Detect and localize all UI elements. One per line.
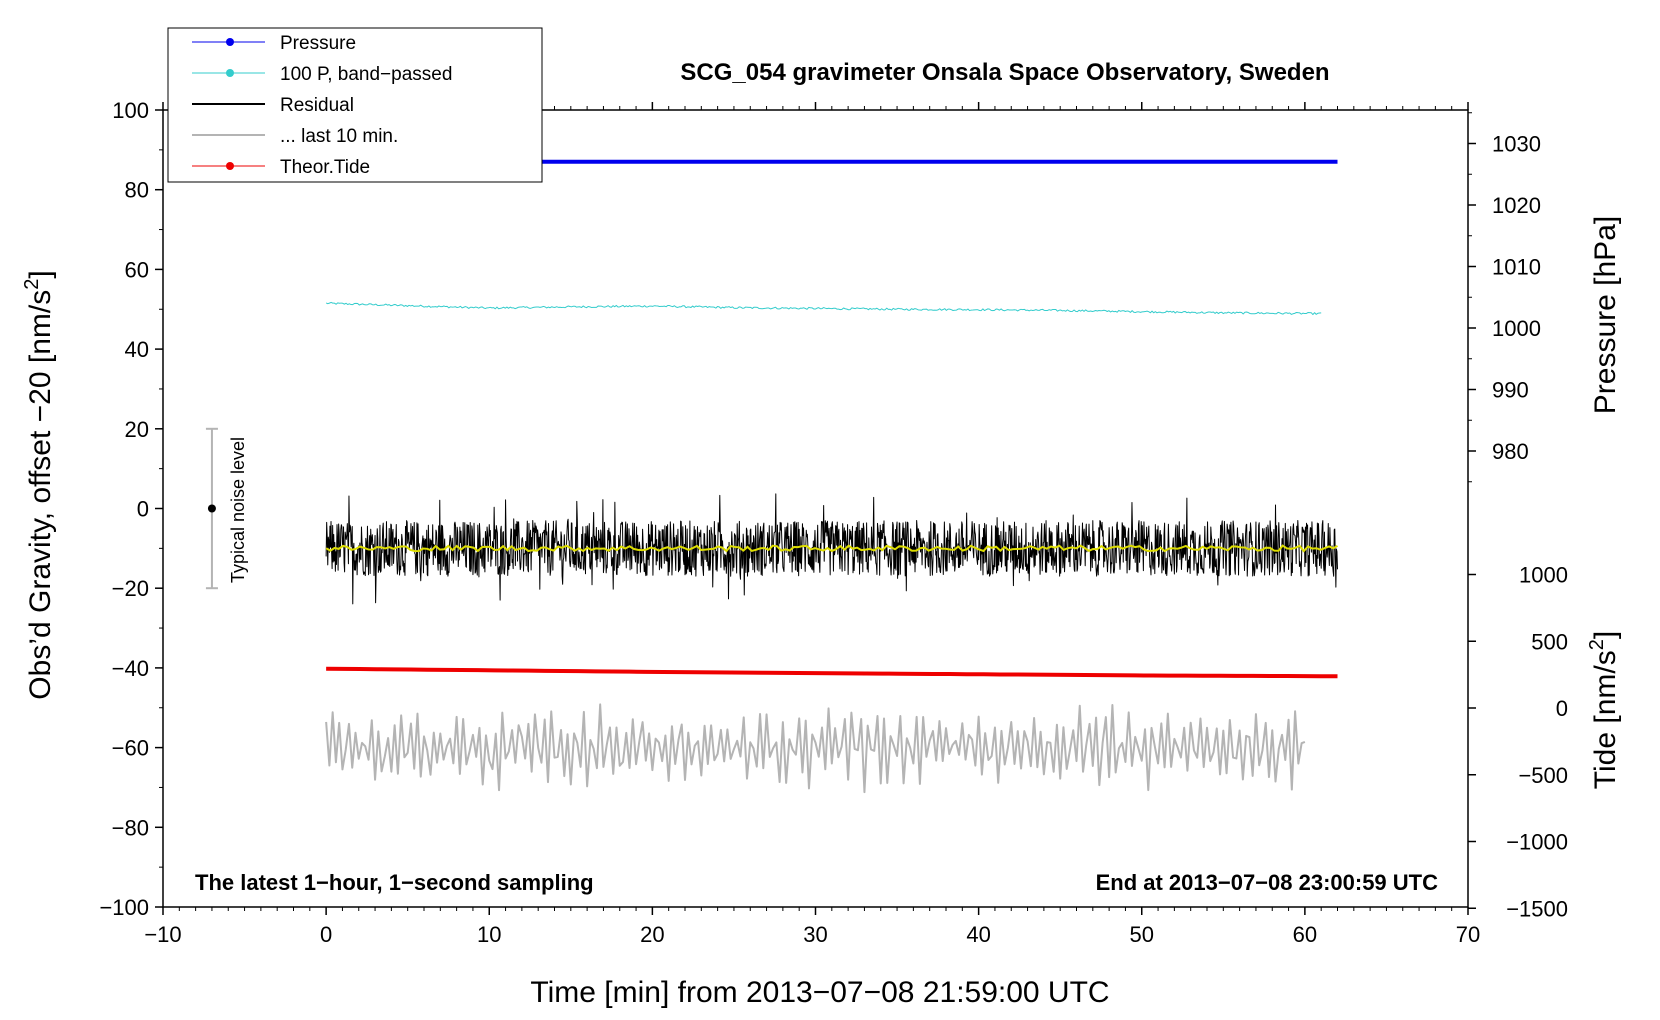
residual-running-mean	[325, 544, 1338, 553]
series-residual	[325, 493, 1338, 605]
pressure-axis-title: Pressure [hPa]	[1589, 216, 1622, 414]
tide-tick-label-1: −1000	[1506, 830, 1568, 855]
pressure-tick-label-5: 1030	[1492, 132, 1541, 157]
x-tick-label-7: 60	[1293, 922, 1317, 947]
x-tick-label-6: 50	[1130, 922, 1154, 947]
legend-marker-theor-tide	[226, 162, 234, 170]
y-tick-label-0: −100	[99, 895, 149, 920]
tide-axis-title-main: Tide [nm/s	[1589, 650, 1622, 789]
tide-tick-label-0: −1500	[1506, 896, 1568, 921]
y-axis-title-sup: 2	[21, 279, 43, 290]
x-tick-label-5: 40	[966, 922, 990, 947]
noise-level-label: Typical noise level	[228, 437, 248, 583]
tide-tick-label-3: 0	[1556, 696, 1568, 721]
legend-label-theor-tide: Theor.Tide	[280, 157, 370, 178]
y-tick-label-7: 40	[125, 337, 149, 362]
tide-tick-label-5: 1000	[1519, 563, 1568, 588]
pressure-tick-label-1: 990	[1492, 378, 1529, 403]
y-tick-label-8: 60	[125, 257, 149, 282]
pressure-tick-label-2: 1000	[1492, 316, 1541, 341]
y-tick-label-6: 20	[125, 417, 149, 442]
y-tick-label-2: −60	[112, 736, 149, 761]
tide-axis-title: Tide [nm/s2]	[1586, 631, 1622, 789]
series-last-10-min	[325, 703, 1306, 794]
pressure-tick-label-0: 980	[1492, 439, 1529, 464]
legend-label-100-p-band-passed: 100 P, band−passed	[280, 64, 452, 85]
x-axis-title: Time [min] from 2013−07−08 21:59:00 UTC	[530, 976, 1109, 1009]
x-tick-label-3: 20	[640, 922, 664, 947]
series-100-p-band-passed	[325, 301, 1322, 316]
y-tick-label-4: −20	[112, 576, 149, 601]
pressure-tick-label-4: 1020	[1492, 193, 1541, 218]
y-axis-title: Obs’d Gravity, offset −20 [nm/s2]	[21, 270, 57, 699]
legend: Pressure 100 P, band−passed Residual ... la…	[167, 27, 543, 183]
x-tick-label-1: 0	[320, 922, 332, 947]
legend-label-pressure: Pressure	[280, 33, 356, 54]
annotation-bottom-left: The latest 1−hour, 1−second sampling	[195, 870, 594, 895]
y-tick-label-9: 80	[125, 178, 149, 203]
noise-bar-center-dot	[207, 504, 216, 513]
legend-marker-pressure	[226, 38, 234, 46]
y-axis-title-main: Obs’d Gravity, offset −20 [nm/s	[24, 290, 57, 700]
y-tick-label-1: −80	[112, 815, 149, 840]
y-tick-label-10: 100	[112, 98, 149, 123]
tide-tick-label-4: 500	[1531, 629, 1568, 654]
x-tick-label-2: 10	[477, 922, 501, 947]
series-theor-tide	[326, 666, 1338, 679]
y-tick-label-3: −40	[112, 656, 149, 681]
y-axis-title-end: ]	[24, 270, 57, 278]
tide-axis-title-sup: 2	[1586, 639, 1608, 650]
legend-label-residual: Residual	[280, 95, 354, 116]
tide-axis-title-end: ]	[1589, 631, 1622, 639]
legend-label-last-10-min: ... last 10 min.	[280, 126, 398, 147]
y-tick-label-5: 0	[137, 497, 149, 522]
pressure-tick-label-3: 1010	[1492, 255, 1541, 280]
chart-title: SCG_054 gravimeter Onsala Space Observat…	[680, 59, 1329, 86]
x-tick-label-8: 70	[1456, 922, 1480, 947]
axes: −10 0 10 20 30 40 50 60 70−100−80−60−40−20020406…	[99, 98, 1568, 947]
legend-marker-100-p-band-passed	[226, 69, 234, 77]
x-tick-label-0: −10	[144, 922, 181, 947]
annotation-bottom-right: End at 2013−07−08 23:00:59 UTC	[1096, 870, 1439, 895]
tide-tick-label-2: −500	[1518, 763, 1568, 788]
x-tick-label-4: 30	[803, 922, 827, 947]
